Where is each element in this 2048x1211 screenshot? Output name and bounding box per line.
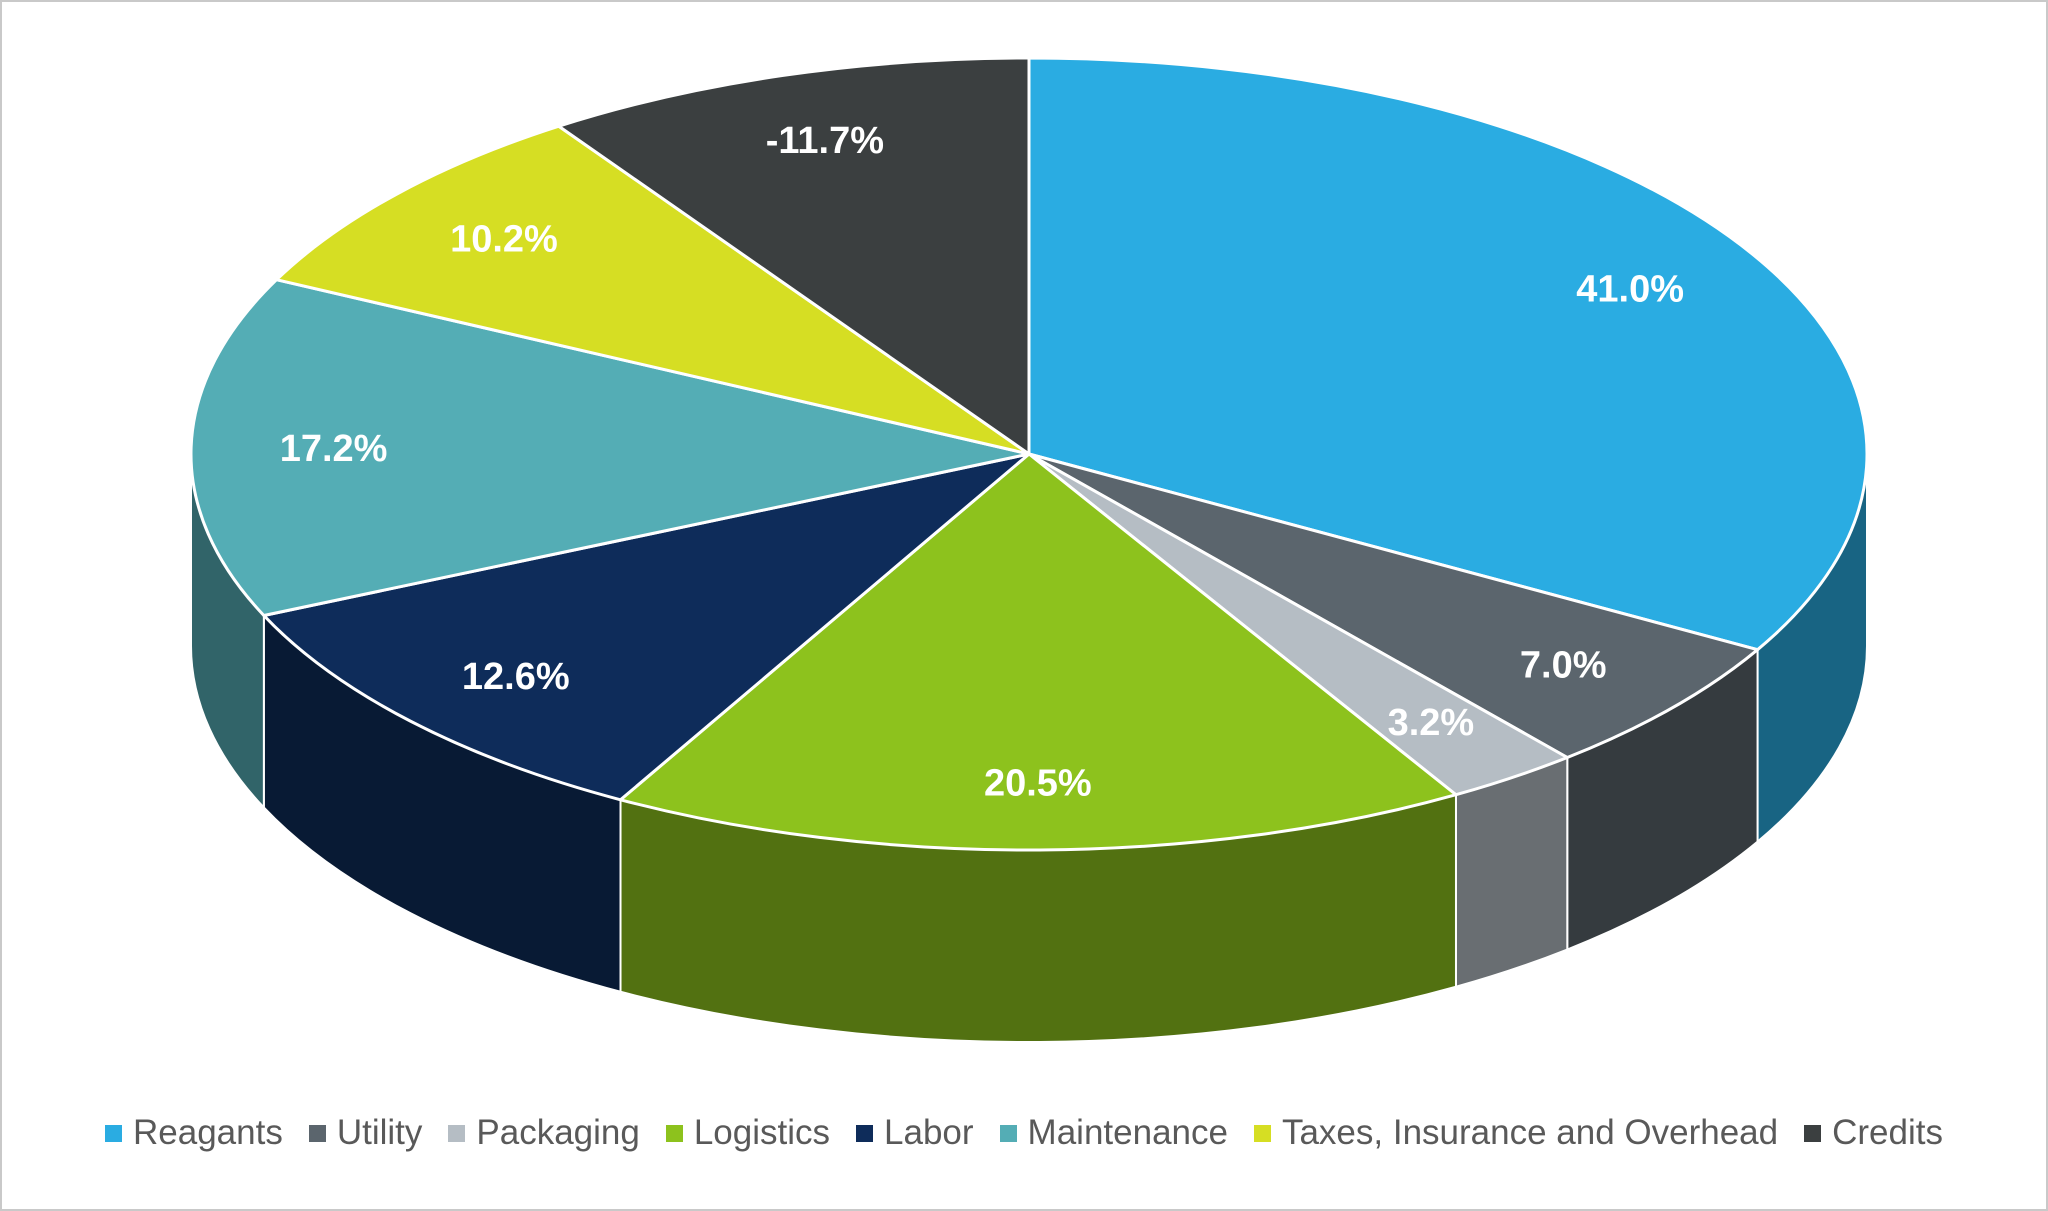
data-label-packaging: 3.2% [1388, 702, 1475, 744]
legend-label-reagants: Reagants [133, 1113, 283, 1152]
legend-label-taxes-insurance-and-overhead: Taxes, Insurance and Overhead [1281, 1113, 1779, 1152]
legend-label-credits: Credits [1832, 1113, 1943, 1152]
legend-item-reagants: Reagants [105, 1113, 283, 1153]
data-label-labor: 12.6% [462, 656, 570, 698]
legend-item-packaging: Packaging [448, 1113, 640, 1153]
legend-swatch-utility [308, 1124, 326, 1142]
legend-swatch-credits [1804, 1124, 1822, 1142]
legend-label-utility: Utility [336, 1113, 423, 1152]
legend-item-utility: Utility [308, 1113, 423, 1153]
legend-item-credits: Credits [1804, 1113, 1943, 1153]
legend-item-taxes-insurance-and-overhead: Taxes, Insurance and Overhead [1253, 1113, 1779, 1153]
pie-slice-labor [262, 452, 1031, 802]
legend-item-maintenance: Maintenance [999, 1113, 1228, 1153]
legend-item-labor: Labor [856, 1113, 974, 1153]
legend-swatch-maintenance [999, 1124, 1017, 1142]
legend-swatch-reagants [105, 1124, 122, 1142]
pie-slice-taxes-insurance-and-overhead [275, 124, 1031, 456]
legend-label-maintenance: Maintenance [1027, 1113, 1228, 1152]
data-label-reagants: 41.0% [1576, 269, 1684, 311]
legend-swatch-packaging [448, 1124, 466, 1142]
legend-label-labor: Labor [884, 1113, 974, 1152]
pie-slice-credits [557, 56, 1031, 456]
legend-swatch-labor [856, 1124, 874, 1142]
data-label-credits: -11.7% [766, 120, 884, 162]
legend-swatch-taxes-insurance-and-overhead [1253, 1124, 1271, 1142]
pie-slice-logistics [619, 452, 1458, 852]
pie-slice-reagants [1027, 56, 1869, 652]
data-label-taxes-insurance-and-overhead: 10.2% [450, 218, 558, 260]
legend-item-logistics: Logistics [665, 1113, 831, 1153]
legend-label-packaging: Packaging [476, 1113, 640, 1152]
pie-wall-packaging [1454, 756, 1569, 988]
data-label-utility: 7.0% [1520, 644, 1607, 686]
legend-label-logistics: Logistics [693, 1113, 831, 1152]
legend: Reagants Utility Packaging Logistics Labor Ma… [2, 1113, 2046, 1153]
legend-swatch-logistics [665, 1124, 683, 1142]
pie-slice-utility [1027, 452, 1760, 759]
pie-slice-maintenance [189, 278, 1031, 617]
data-label-logistics: 20.5% [984, 763, 1092, 805]
data-label-maintenance: 17.2% [280, 428, 388, 470]
